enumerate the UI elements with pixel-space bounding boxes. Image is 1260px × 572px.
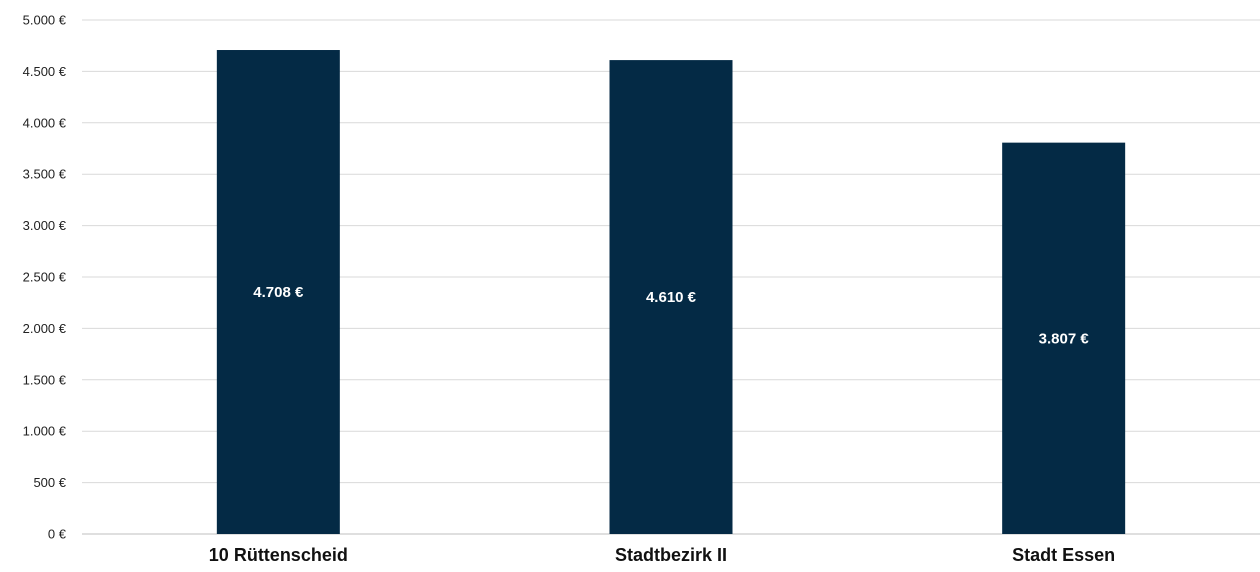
y-tick-label: 2.000 € — [23, 321, 67, 336]
x-category-label: Stadt Essen — [1012, 545, 1115, 565]
x-category-label: 10 Rüttenscheid — [209, 545, 348, 565]
y-tick-label: 1.000 € — [23, 424, 67, 439]
y-tick-label: 500 € — [33, 475, 66, 490]
y-tick-label: 0 € — [48, 527, 67, 542]
y-axis-tick-labels: 0 € 500 € 1.000 € 1.500 € 2.000 € 2.500 € 3.00… — [23, 13, 67, 542]
y-tick-label: 2.500 € — [23, 270, 67, 285]
y-tick-label: 3.000 € — [23, 218, 67, 233]
y-tick-label: 4.000 € — [23, 115, 67, 130]
bar — [216, 50, 340, 534]
data-label: 4.610 € — [646, 289, 697, 306]
x-category-label: Stadtbezirk II — [615, 545, 727, 565]
data-label: 3.807 € — [1039, 330, 1090, 347]
x-axis-category-labels: 10 Rüttenscheid Stadtbezirk II Stadt Essen — [209, 545, 1115, 565]
bar — [1002, 142, 1126, 535]
bar — [609, 60, 733, 534]
y-tick-label: 3.500 € — [23, 167, 67, 182]
data-labels: 4.708 € 4.610 € 3.807 € — [253, 284, 1089, 347]
data-label: 4.708 € — [253, 284, 304, 301]
y-tick-label: 4.500 € — [23, 64, 67, 79]
y-tick-label: 5.000 € — [23, 13, 67, 28]
bars — [216, 50, 1126, 535]
y-tick-label: 1.500 € — [23, 372, 67, 387]
